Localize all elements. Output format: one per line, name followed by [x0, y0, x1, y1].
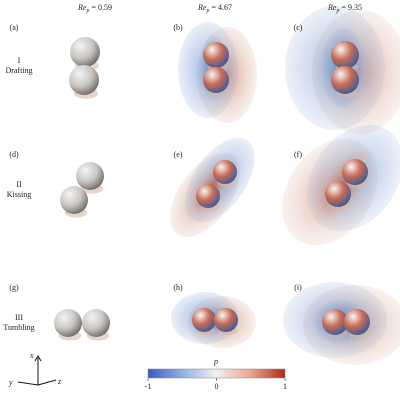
tick-label: -1: [145, 382, 152, 391]
sphere: [322, 309, 348, 335]
row-numeral: II: [16, 180, 22, 189]
sphere: [331, 66, 359, 94]
value: = 9.35: [341, 3, 362, 12]
sphere: [203, 42, 229, 68]
sphere: [60, 186, 88, 214]
symbol: Re: [77, 3, 87, 12]
tick-label: 0: [215, 382, 219, 391]
subscript: p: [335, 8, 339, 14]
row-name: Kissing: [7, 190, 31, 199]
symbol: Re: [327, 3, 337, 12]
row-numeral: I: [18, 56, 21, 65]
sphere: [69, 65, 99, 95]
sphere: [70, 37, 100, 67]
axis-triad: [17, 355, 57, 386]
panel-label: (f): [294, 150, 302, 159]
sphere: [325, 181, 351, 207]
sphere: [54, 309, 82, 337]
panel-label: (i): [294, 283, 302, 292]
column-header: Rep = 0.59: [77, 3, 112, 14]
subscript: p: [85, 8, 89, 14]
panel-label: (e): [174, 150, 183, 159]
colorbar-label: p: [213, 357, 218, 366]
panel-label: (g): [9, 283, 19, 292]
column-header: Rep = 4.67: [197, 3, 232, 14]
sphere: [82, 309, 110, 337]
sphere: [192, 308, 216, 332]
tick-label: 1: [283, 382, 287, 391]
panel-label: (b): [173, 23, 183, 32]
sphere: [342, 159, 368, 185]
sphere: [344, 309, 370, 335]
panel-label: (d): [9, 150, 19, 159]
row-numeral: III: [15, 313, 23, 322]
sphere: [76, 162, 104, 190]
panel-label: (h): [173, 283, 183, 292]
panels: [54, 6, 400, 365]
sphere: [203, 67, 229, 93]
axis-label: x: [29, 351, 34, 360]
colorbar: [147, 368, 286, 379]
subscript: p: [205, 8, 209, 14]
symbol: Re: [197, 3, 207, 12]
panel-label: (c): [294, 23, 303, 32]
sphere: [213, 160, 237, 184]
axis-label: z: [57, 377, 62, 386]
panel-label: (a): [10, 23, 19, 32]
value: = 4.67: [211, 3, 232, 12]
sphere: [331, 41, 359, 69]
value: = 0.59: [91, 3, 112, 12]
row-name: Drafting: [5, 66, 32, 75]
sphere: [196, 184, 220, 208]
axis-label: y: [8, 378, 13, 387]
column-header: Rep = 9.35: [327, 3, 362, 14]
sphere: [214, 308, 238, 332]
row-name: Tumbling: [3, 323, 34, 332]
